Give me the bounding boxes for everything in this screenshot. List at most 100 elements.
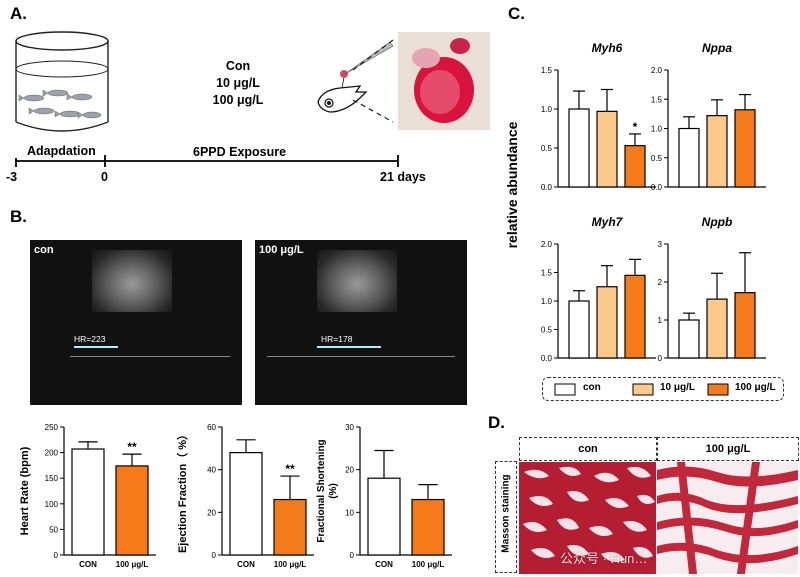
timeline-end: 21 days — [380, 170, 426, 184]
legend-swatch-10 — [632, 383, 654, 396]
watermark: 公众号 · Hun… — [560, 551, 648, 566]
myh7-ytick-label: 0.0 — [541, 354, 553, 363]
myh6-title: Myh6 — [592, 41, 623, 55]
echo-treat-hr: HR=178 — [321, 334, 353, 344]
adaptation-label: Adapdation — [27, 144, 96, 158]
heart-rate-ytick-label: 0 — [54, 551, 59, 560]
myh7-ytick-label: 0.5 — [541, 326, 553, 335]
myh6-bar — [596, 110, 618, 188]
ejection-fraction-ylabel: Ejection Fraction（ %） — [176, 429, 189, 553]
panel-c-charts: relative abundance 0.0 0.5 1.0 1.5 * Myh6 0.0… — [504, 41, 766, 363]
heart-rate-ytick-label: 100 — [45, 500, 59, 509]
myh7-bar — [568, 300, 590, 359]
nppb-ytick-label: 3 — [658, 240, 663, 249]
fractional-shortening-ytick-label: 0 — [350, 551, 355, 560]
nppb-ytick-label: 0 — [658, 354, 663, 363]
masson-stain-treat — [657, 462, 798, 574]
stain-col-treat: 100 μg/L — [705, 443, 751, 455]
nppa-ytick-label: 0.0 — [651, 183, 663, 192]
ejection-fraction-ytick-label: 20 — [207, 508, 216, 517]
ejection-fraction-bar — [273, 498, 307, 556]
nppb-bar — [734, 292, 756, 359]
fish-tank — [15, 31, 109, 132]
myh6-bar — [568, 108, 590, 188]
fractional-shortening-category: 100 μg/L — [412, 560, 445, 569]
echo-panel-treat: 100 μg/L HR=178 — [255, 240, 467, 405]
heart-rate-category: CON — [79, 560, 97, 569]
heart-rate-bar — [115, 465, 149, 556]
nppb-title: Nppb — [702, 215, 733, 229]
echo-treat-label: 100 μg/L — [259, 244, 304, 256]
timeline-zero: 0 — [101, 170, 108, 184]
panel-c-label: C. — [508, 4, 525, 23]
fractional-shortening-ylabel: Fractional Shortening — [316, 439, 327, 542]
exposure-label: 6PPD Exposure — [193, 145, 287, 159]
nppa-ytick-label: 1.0 — [651, 125, 663, 134]
condition-con: Con — [225, 59, 251, 73]
condition-10: 10 μg/L — [216, 76, 260, 90]
nppa-chart: 0.0 0.5 1.0 1.5 2.0 Nppa — [651, 41, 766, 192]
echo-panel-con: con HR=223 — [30, 240, 242, 405]
myh7-chart: 0.0 0.5 1.0 1.5 2.0 Myh7 — [541, 215, 656, 363]
ejection-fraction-chart: 0 20 40 60 CON ** 100 μg/L Ejection Fraction（ %… — [176, 423, 314, 569]
nppb-bar — [706, 298, 728, 359]
echo-treat-bmode — [317, 250, 397, 312]
myh7-bar — [596, 286, 618, 359]
myh6-bar — [624, 145, 646, 188]
fractional-shortening-bar — [367, 477, 401, 556]
nppa-ytick-label: 2.0 — [651, 66, 663, 75]
myh7-bar — [624, 274, 646, 359]
ejection-fraction-ytick-label: 40 — [207, 466, 216, 475]
stain-header-con: con — [519, 437, 657, 461]
legend-swatch-con — [554, 383, 576, 396]
myh6-ytick-label: 1.5 — [541, 66, 553, 75]
timeline-start: -3 — [6, 170, 18, 184]
stain-row-header: Masson staining — [495, 461, 517, 573]
echo-con-hr: HR=223 — [74, 334, 106, 344]
ejection-fraction-ytick-label: 60 — [207, 423, 216, 432]
stain-col-con: con — [578, 443, 598, 455]
heart-rate-ylabel: Heart Rate (bpm) — [19, 446, 31, 535]
echo-treat-hr-marker — [317, 346, 381, 348]
ejection-fraction-bar — [229, 451, 263, 556]
echo-con-trace — [70, 356, 230, 357]
myh6-chart: 0.0 0.5 1.0 1.5 * Myh6 — [541, 41, 656, 192]
myh6-ytick-label: 1.0 — [541, 105, 553, 114]
ejection-fraction-ytick-label: 0 — [212, 551, 217, 560]
fractional-shortening-chart: 0 10 20 30 CON 100 μg/L Fractional Shortening(… — [316, 423, 452, 569]
myh7-ytick-label: 1.0 — [541, 297, 553, 306]
panel-d-label: D. — [488, 413, 505, 432]
panel-b-label: B. — [10, 207, 27, 226]
nppa-bar — [678, 127, 700, 188]
echo-con-bmode — [92, 250, 172, 312]
nppb-chart: 0 1 2 3 Nppb — [658, 215, 766, 363]
heart-rate-ytick-label: 150 — [45, 474, 59, 483]
legend-label-100: 100 μg/L — [735, 382, 776, 393]
heart-rate-chart: 0 50 100 150 200 250 CON ** 100 μg/L Heart Rate (… — [19, 423, 156, 569]
heart-rate-sig: ** — [127, 440, 137, 454]
nppb-ytick-label: 1 — [658, 316, 663, 325]
ejection-fraction-category: CON — [237, 560, 255, 569]
nppa-ytick-label: 1.5 — [651, 95, 663, 104]
echo-treat-trace — [267, 356, 455, 357]
fish-head-illustration — [317, 39, 394, 123]
myh6-ytick-label: 0.5 — [541, 144, 553, 153]
myh6-ytick-label: 0.0 — [541, 183, 553, 192]
stain-header-treat: 100 μg/L — [657, 437, 799, 461]
fractional-shortening-category: CON — [375, 560, 393, 569]
nppb-bar — [678, 319, 700, 359]
fractional-shortening-ytick-label: 30 — [345, 423, 354, 432]
nppa-bar — [734, 109, 756, 188]
nppa-bar — [706, 115, 728, 188]
exposure-conditions: Con 10 μg/L 100 μg/L — [188, 58, 288, 109]
panel-c-ylabel: relative abundance — [504, 121, 520, 248]
panel-c-legend: con 10 μg/L 100 μg/L — [542, 377, 784, 401]
myh7-ytick-label: 1.5 — [541, 269, 553, 278]
myh7-ytick-label: 2.0 — [541, 240, 553, 249]
legend-label-10: 10 μg/L — [660, 382, 696, 393]
heart-rate-category: 100 μg/L — [116, 560, 149, 569]
nppa-title: Nppa — [702, 41, 732, 55]
legend-label-con: con — [583, 382, 601, 393]
fractional-shortening-ylabel-unit: (%) — [328, 483, 339, 499]
